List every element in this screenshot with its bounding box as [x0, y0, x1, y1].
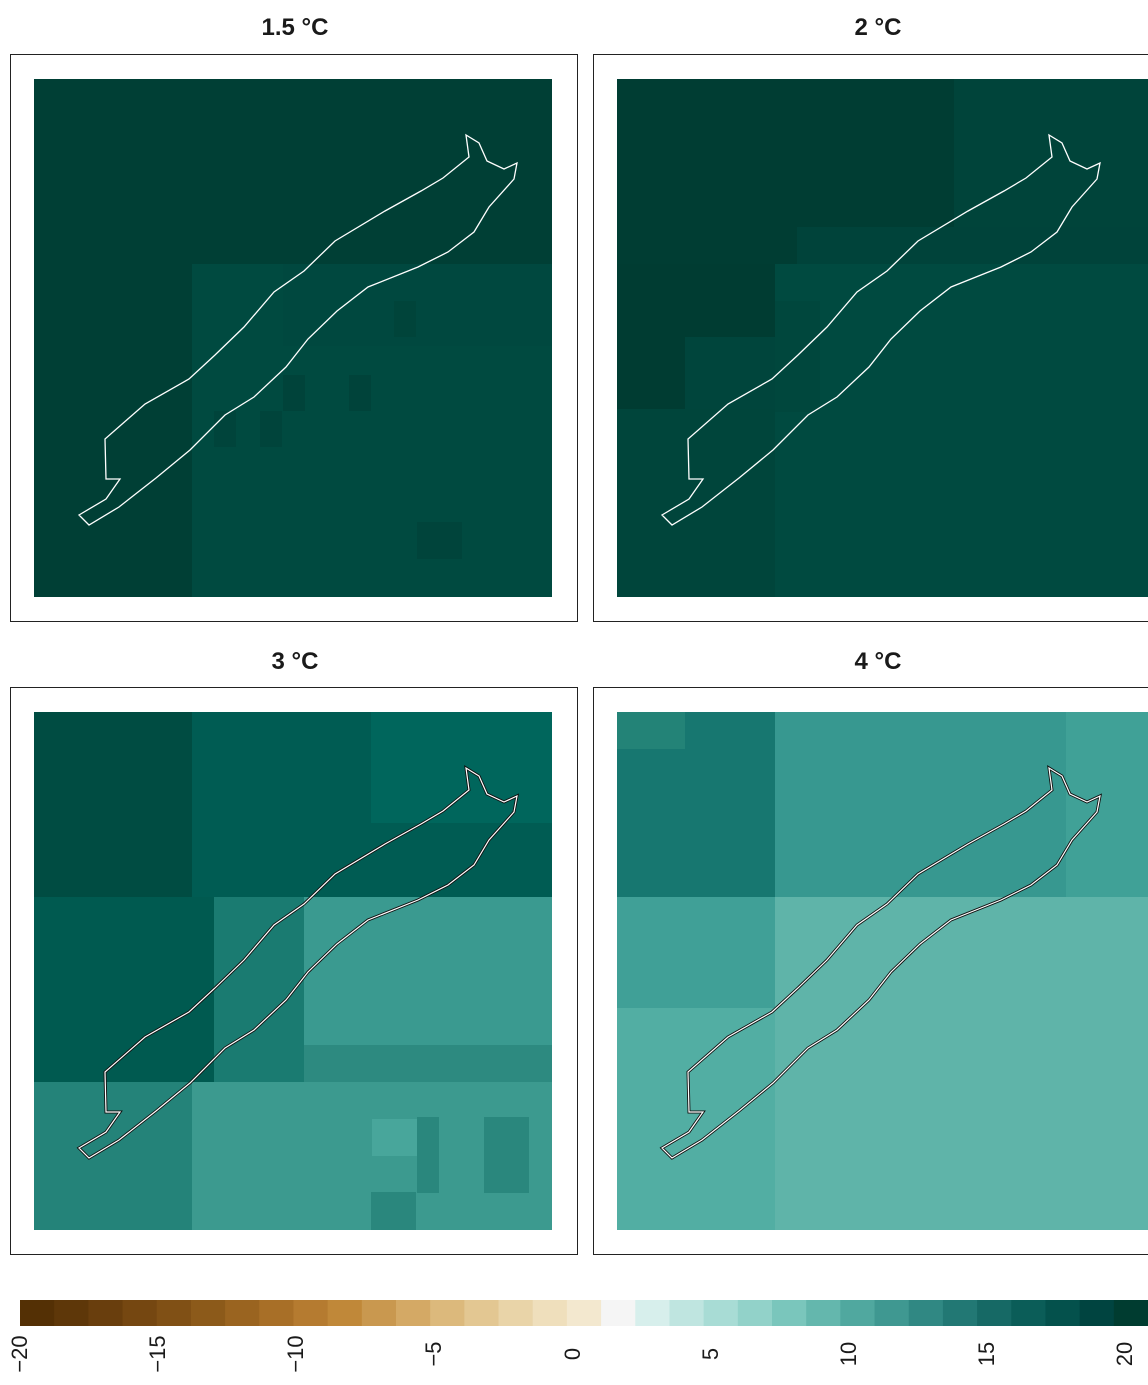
colorbar-swatch — [54, 1300, 89, 1326]
colorbar-swatch — [737, 1300, 773, 1326]
colorbar-swatch — [566, 1300, 602, 1326]
colorbar-tick-label: 15 — [973, 1341, 999, 1367]
colorbar-swatch — [259, 1300, 295, 1326]
colorbar-swatch — [88, 1300, 124, 1326]
colorbar-swatch — [601, 1300, 636, 1326]
colorbar-swatch — [430, 1300, 465, 1326]
colorbar-swatch — [361, 1300, 397, 1326]
colorbar-tick-label: −10 — [283, 1335, 309, 1373]
colorbar-tick-label: −5 — [421, 1341, 447, 1367]
colorbar-swatch — [772, 1300, 807, 1326]
colorbar-tick-label: 0 — [559, 1347, 585, 1361]
colorbar-swatch — [874, 1300, 910, 1326]
panel-title-2c: 2 °C — [854, 14, 902, 41]
panel-title-4c: 4 °C — [854, 648, 902, 675]
colorbar-swatch — [327, 1300, 363, 1326]
colorbar-swatch — [703, 1300, 739, 1326]
colorbar-swatch — [225, 1300, 260, 1326]
map-raster-1-5c — [34, 79, 552, 597]
colorbar-swatch — [20, 1300, 55, 1326]
colorbar-swatch — [942, 1300, 978, 1326]
colorbar-swatch — [806, 1300, 841, 1326]
study-area-outline — [660, 133, 1101, 526]
colorbar-swatch — [1045, 1300, 1081, 1326]
map-raster-4c — [617, 712, 1148, 1230]
colorbar-swatch — [669, 1300, 705, 1326]
colorbar-swatch — [396, 1300, 431, 1326]
colorbar-swatch — [977, 1300, 1012, 1326]
panel-title-1-5c: 1.5 °C — [261, 14, 329, 41]
map-raster-2c — [617, 79, 1148, 597]
colorbar-legend — [20, 1300, 1148, 1326]
colorbar-swatch — [190, 1300, 226, 1326]
colorbar-swatch — [498, 1300, 534, 1326]
study-area-outline — [77, 133, 518, 526]
colorbar-tick-label: 10 — [835, 1341, 861, 1367]
colorbar-swatch — [532, 1300, 568, 1326]
map-raster-3c — [34, 712, 552, 1230]
panel-title-3c: 3 °C — [271, 648, 319, 675]
colorbar-swatch — [464, 1300, 500, 1326]
colorbar-swatch — [840, 1300, 876, 1326]
colorbar-tick-label: −20 — [7, 1335, 32, 1373]
colorbar-swatch — [1079, 1300, 1115, 1326]
colorbar-swatch — [1011, 1300, 1047, 1326]
colorbar-swatch — [156, 1300, 192, 1326]
colorbar-swatch — [293, 1300, 329, 1326]
colorbar-swatch — [908, 1300, 944, 1326]
colorbar-tick-label: −15 — [145, 1335, 171, 1373]
colorbar-swatch — [635, 1300, 671, 1326]
colorbar-tick-label: 20 — [1112, 1341, 1137, 1367]
colorbar-swatch — [1113, 1300, 1148, 1326]
colorbar-tick-label: 5 — [697, 1347, 723, 1361]
colorbar-swatch — [122, 1300, 158, 1326]
